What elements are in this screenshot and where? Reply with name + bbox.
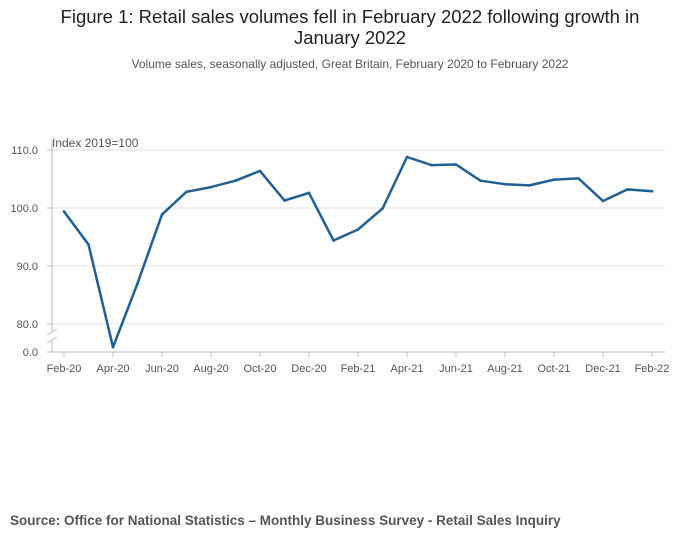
x-tick-label: Aug-21 bbox=[487, 363, 522, 375]
data-point-Apr-21 bbox=[405, 155, 409, 159]
data-point-Mar-20 bbox=[87, 243, 90, 246]
data-point-Jul-21 bbox=[479, 179, 482, 182]
chart-subtitle: Volume sales, seasonally adjusted, Great… bbox=[131, 57, 569, 71]
data-point-Apr-20 bbox=[111, 345, 115, 349]
x-tick-label: Apr-20 bbox=[96, 363, 129, 375]
y-tick-label: 100.0 bbox=[10, 203, 38, 215]
y-tick-label: 0.0 bbox=[23, 347, 38, 359]
x-tick-label: Jun-21 bbox=[439, 363, 473, 375]
y-tick-label: 90.0 bbox=[17, 261, 38, 273]
data-point-Aug-21 bbox=[503, 182, 507, 186]
x-tick-label: Oct-21 bbox=[537, 363, 570, 375]
source-note: Source: Office for National Statistics –… bbox=[10, 513, 561, 528]
y-axis-label: Index 2019=100 bbox=[52, 136, 139, 150]
data-point-Aug-20 bbox=[209, 185, 213, 189]
data-point-Nov-21 bbox=[577, 177, 580, 180]
series-line bbox=[62, 155, 654, 349]
x-tick-label: Feb-20 bbox=[47, 363, 82, 375]
x-tick-label: Aug-20 bbox=[193, 363, 228, 375]
data-point-Oct-21 bbox=[552, 178, 556, 181]
x-tick-label: Oct-20 bbox=[243, 363, 276, 375]
data-point-May-21 bbox=[430, 163, 433, 167]
data-point-Dec-20 bbox=[307, 191, 311, 195]
axis-break-mark-bottom bbox=[46, 336, 58, 344]
data-point-Jun-20 bbox=[160, 213, 164, 216]
chart-title: Figure 1: Retail sales volumes fell in F… bbox=[60, 6, 640, 48]
x-tick-label: Jun-20 bbox=[145, 363, 179, 375]
data-point-Jan-21 bbox=[332, 239, 335, 242]
y-tick-label: 80.0 bbox=[17, 319, 38, 331]
axis-break-mark-top bbox=[46, 328, 58, 336]
data-point-Sep-20 bbox=[234, 179, 237, 182]
x-tick-label: Dec-20 bbox=[291, 363, 326, 375]
x-tick-labels: Feb-20 Apr-20 Jun-20 Aug-20 Oct-20 Dec-20 Feb-… bbox=[47, 363, 670, 375]
series-group bbox=[62, 155, 654, 349]
gridlines bbox=[52, 149, 665, 325]
x-tick-label: Apr-21 bbox=[390, 363, 423, 375]
x-tick-label: Dec-21 bbox=[585, 363, 620, 375]
y-tick-labels: 0.0 80.0 90.0 100.0 110.0 bbox=[10, 145, 38, 359]
axes bbox=[46, 140, 665, 357]
data-point-Oct-20 bbox=[258, 169, 262, 173]
data-point-Mar-21 bbox=[381, 207, 384, 210]
data-point-May-20 bbox=[136, 282, 139, 285]
x-tick-label: Feb-21 bbox=[341, 363, 376, 375]
data-point-Nov-20 bbox=[283, 199, 286, 202]
data-point-Sep-21 bbox=[528, 184, 531, 187]
data-point-Dec-21 bbox=[601, 199, 605, 203]
data-point-Feb-22 bbox=[650, 189, 654, 193]
data-point-Feb-21 bbox=[356, 228, 360, 231]
data-point-Jan-22 bbox=[626, 188, 629, 191]
x-tick-label: Feb-22 bbox=[635, 363, 670, 375]
data-point-Feb-20 bbox=[62, 210, 66, 213]
y-tick-label: 110.0 bbox=[11, 145, 38, 157]
data-point-Jun-21 bbox=[454, 163, 458, 166]
data-point-Jul-20 bbox=[185, 190, 188, 194]
